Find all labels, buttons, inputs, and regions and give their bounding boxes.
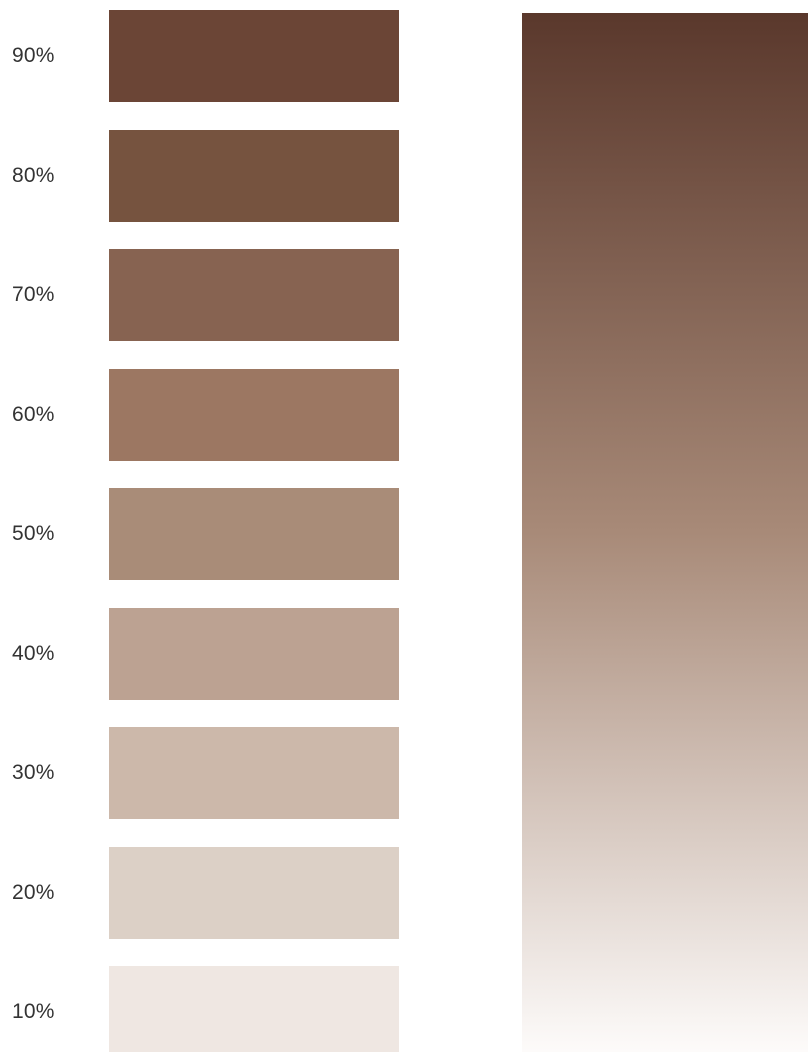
swatch-label: 80%	[12, 164, 55, 187]
swatch-block	[109, 130, 399, 222]
swatch-label: 70%	[12, 283, 55, 306]
swatch-block	[109, 10, 399, 102]
swatch-block	[109, 249, 399, 341]
swatch-row-20: 20%	[0, 847, 420, 939]
swatch-row-30: 30%	[0, 727, 420, 819]
swatch-row-50: 50%	[0, 488, 420, 580]
swatch-label: 60%	[12, 403, 55, 426]
swatch-block	[109, 966, 399, 1052]
swatch-label: 50%	[12, 522, 55, 545]
swatch-block	[109, 369, 399, 461]
swatch-row-40: 40%	[0, 608, 420, 700]
swatch-block	[109, 847, 399, 939]
swatch-label: 30%	[12, 761, 55, 784]
swatch-row-90: 90%	[0, 10, 420, 102]
swatch-row-10: 10%	[0, 966, 420, 1058]
swatch-block	[109, 488, 399, 580]
swatch-label: 10%	[12, 1000, 55, 1023]
swatch-row-60: 60%	[0, 369, 420, 461]
swatch-row-70: 70%	[0, 249, 420, 341]
gradient-bar	[522, 13, 808, 1052]
swatch-row-80: 80%	[0, 130, 420, 222]
swatch-block	[109, 608, 399, 700]
swatch-block	[109, 727, 399, 819]
swatch-label: 90%	[12, 44, 55, 67]
swatch-label: 20%	[12, 881, 55, 904]
swatch-label: 40%	[12, 642, 55, 665]
